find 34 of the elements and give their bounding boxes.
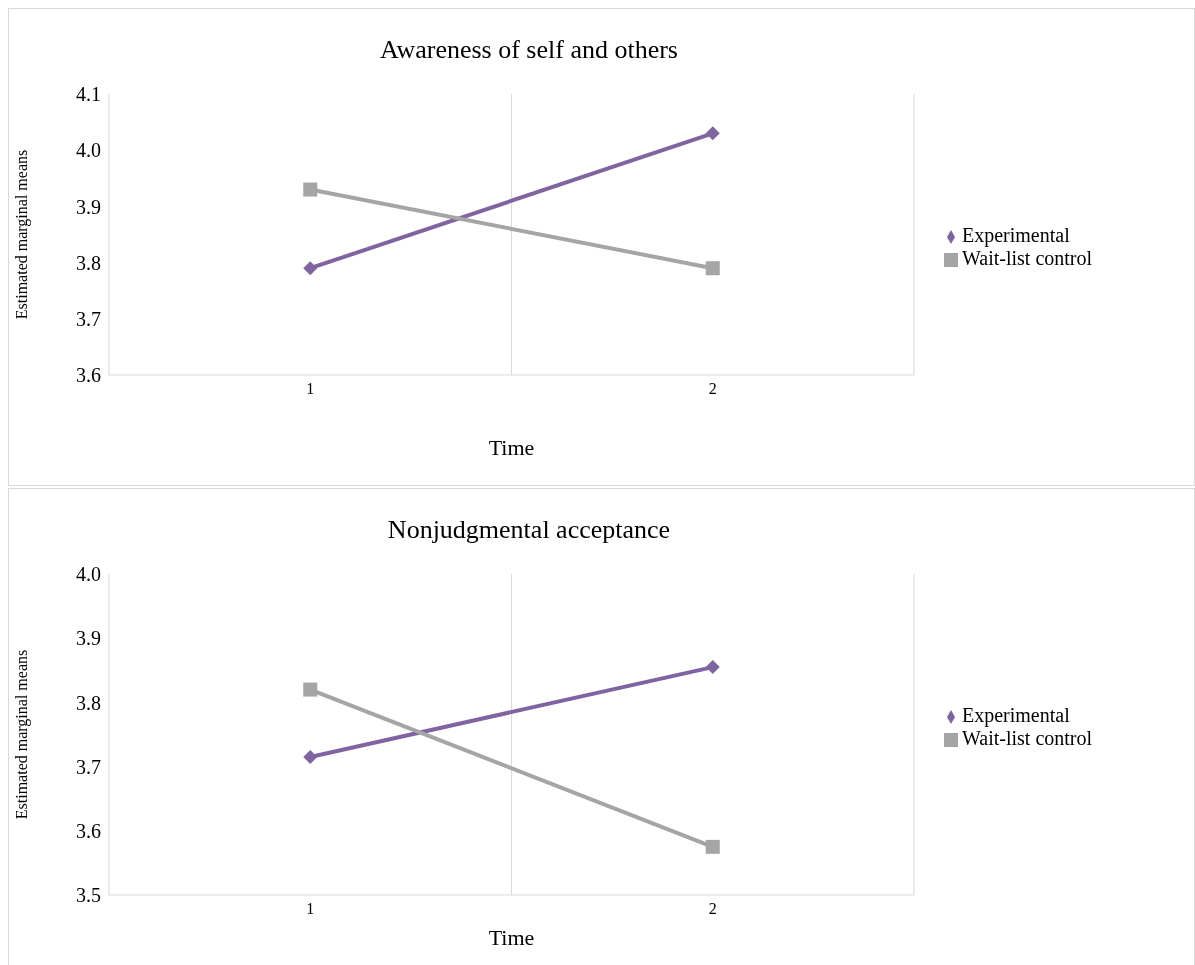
x-tick-label: 2 xyxy=(708,380,717,398)
y-tick-label: 3.6 xyxy=(76,819,101,842)
point xyxy=(303,749,318,764)
y-tick-label: 3.7 xyxy=(76,755,101,778)
point xyxy=(705,126,720,141)
point xyxy=(303,682,318,697)
x-tick-label: 1 xyxy=(306,380,315,398)
legend-label: Experimental xyxy=(962,704,1070,726)
legend-label: Wait-list control xyxy=(962,247,1093,269)
y-tick-label: 3.8 xyxy=(76,251,101,274)
y-tick-label: 3.7 xyxy=(76,307,101,330)
chart-title: Nonjudgmental acceptance xyxy=(386,515,672,545)
point xyxy=(303,182,318,197)
y-tick-label: 3.6 xyxy=(76,364,101,387)
x-tick-label: 2 xyxy=(708,900,717,918)
x-axis-title: Time xyxy=(488,435,535,460)
point xyxy=(705,261,720,276)
y-tick-label: 4.1 xyxy=(76,83,101,106)
y-tick-label: 4.0 xyxy=(76,563,101,586)
y-axis-title: Estimated marginal means xyxy=(12,649,31,820)
x-axis-title: Time xyxy=(488,925,535,950)
legend-label: Experimental xyxy=(962,224,1070,246)
y-tick-label: 4.0 xyxy=(76,139,101,162)
legend-label: Wait-list control xyxy=(962,727,1093,749)
y-tick-label: 3.5 xyxy=(76,884,101,907)
y-tick-label: 3.9 xyxy=(76,627,101,650)
y-tick-label: 3.8 xyxy=(76,691,101,714)
point xyxy=(303,261,318,276)
point xyxy=(705,660,720,675)
chart-title: Awareness of self and others xyxy=(379,35,679,65)
y-axis-title: Estimated marginal means xyxy=(12,149,31,320)
point xyxy=(705,839,720,854)
y-tick-label: 3.9 xyxy=(76,195,101,218)
x-tick-label: 1 xyxy=(306,900,315,918)
